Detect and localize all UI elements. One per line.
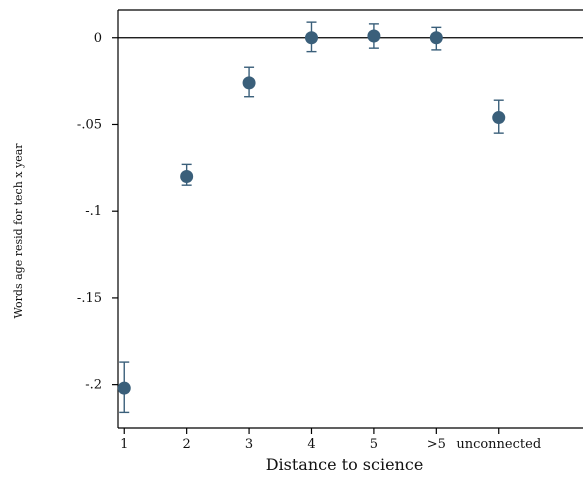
x-tick-label: 1: [120, 437, 128, 452]
data-point: [429, 31, 443, 45]
y-tick-label: -.05: [77, 117, 102, 132]
data-point-group: [242, 66, 256, 98]
data-point-group: [492, 99, 506, 134]
data-point-group: [117, 361, 131, 414]
x-tick-label: 3: [245, 437, 253, 452]
data-point: [180, 170, 194, 184]
x-tick-label: >5: [427, 437, 446, 452]
data-point-group: [304, 21, 318, 53]
x-tick-label: 4: [307, 437, 315, 452]
y-tick-label: -.15: [77, 291, 102, 306]
data-point: [367, 29, 381, 43]
x-axis-title: Distance to science: [266, 455, 424, 474]
x-tick-label: 2: [183, 437, 191, 452]
data-point: [492, 111, 506, 125]
data-point: [117, 381, 131, 395]
x-tick-label: 5: [370, 437, 378, 452]
x-tick-label: unconnected: [456, 437, 541, 452]
data-point: [304, 31, 318, 45]
data-point-group: [429, 26, 443, 51]
data-point: [242, 76, 256, 90]
y-ticks: 0 -.05 -.1 -.15 -.2: [77, 31, 118, 393]
data-points: [117, 21, 506, 414]
y-tick-label: -.1: [85, 204, 102, 219]
y-axis-title: Words age resid for tech x year: [12, 143, 25, 319]
y-tick-label: 0: [94, 31, 102, 46]
data-point-group: [367, 23, 381, 49]
axes: [117, 9, 583, 429]
x-ticks: 1 2 3 4 5 >5 unconnected: [120, 428, 541, 452]
y-tick-label: -.2: [85, 378, 102, 393]
data-point-group: [180, 163, 194, 186]
